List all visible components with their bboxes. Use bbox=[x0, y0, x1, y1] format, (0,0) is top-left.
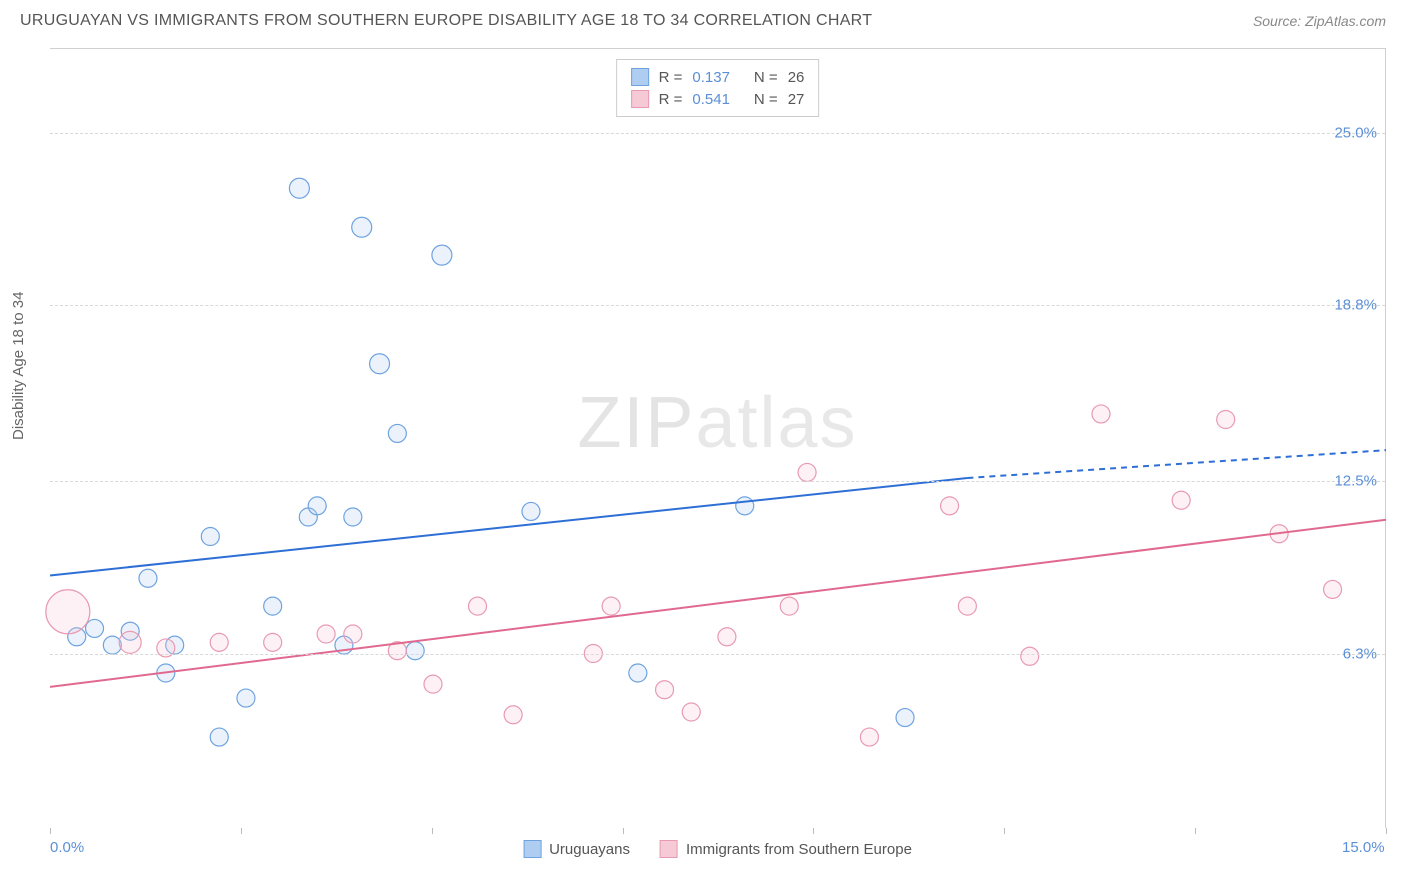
data-point bbox=[370, 354, 390, 374]
data-point bbox=[264, 597, 282, 615]
data-point bbox=[656, 681, 674, 699]
legend-item: Immigrants from Southern Europe bbox=[660, 840, 912, 858]
gridline bbox=[50, 133, 1385, 134]
correlation-row: R = 0.541 N = 27 bbox=[631, 88, 805, 110]
r-label: R = bbox=[659, 91, 683, 108]
correlation-box: R = 0.137 N = 26 R = 0.541 N = 27 bbox=[616, 59, 820, 117]
x-tick bbox=[1386, 828, 1387, 834]
x-tick-label: 15.0% bbox=[1342, 839, 1385, 856]
trend-line-extrapolated bbox=[967, 450, 1386, 478]
chart-title: URUGUAYAN VS IMMIGRANTS FROM SOUTHERN EU… bbox=[20, 12, 872, 30]
x-tick bbox=[241, 828, 242, 834]
scatter-plot-svg bbox=[50, 49, 1386, 829]
x-tick bbox=[1004, 828, 1005, 834]
series-swatch bbox=[631, 68, 649, 86]
data-point bbox=[210, 728, 228, 746]
data-point bbox=[736, 497, 754, 515]
y-tick-label: 6.3% bbox=[1343, 645, 1377, 662]
x-tick bbox=[1195, 828, 1196, 834]
data-point bbox=[1217, 411, 1235, 429]
series-swatch bbox=[660, 840, 678, 858]
y-tick-label: 18.8% bbox=[1334, 297, 1377, 314]
data-point bbox=[1324, 580, 1342, 598]
data-point bbox=[264, 633, 282, 651]
data-point bbox=[46, 590, 90, 634]
data-point bbox=[237, 689, 255, 707]
data-point bbox=[406, 642, 424, 660]
data-point bbox=[103, 636, 121, 654]
data-point bbox=[1021, 647, 1039, 665]
r-value: 0.137 bbox=[692, 69, 730, 86]
data-point bbox=[210, 633, 228, 651]
gridline bbox=[50, 305, 1385, 306]
data-point bbox=[718, 628, 736, 646]
chart-plot-area: ZIPatlas R = 0.137 N = 26 R = 0.541 N = … bbox=[50, 48, 1386, 828]
data-point bbox=[958, 597, 976, 615]
x-tick bbox=[50, 828, 51, 834]
x-tick-label: 0.0% bbox=[50, 839, 84, 856]
legend: Uruguayans Immigrants from Southern Euro… bbox=[523, 840, 912, 858]
data-point bbox=[201, 528, 219, 546]
correlation-row: R = 0.137 N = 26 bbox=[631, 66, 805, 88]
data-point bbox=[119, 631, 141, 653]
x-tick bbox=[432, 828, 433, 834]
data-point bbox=[1172, 491, 1190, 509]
legend-item: Uruguayans bbox=[523, 840, 630, 858]
data-point bbox=[682, 703, 700, 721]
data-point bbox=[896, 709, 914, 727]
r-label: R = bbox=[659, 69, 683, 86]
x-tick bbox=[813, 828, 814, 834]
y-tick-label: 12.5% bbox=[1334, 472, 1377, 489]
y-axis-label: Disability Age 18 to 34 bbox=[10, 292, 27, 440]
data-point bbox=[798, 463, 816, 481]
y-tick-label: 25.0% bbox=[1334, 124, 1377, 141]
data-point bbox=[344, 625, 362, 643]
data-point bbox=[860, 728, 878, 746]
data-point bbox=[308, 497, 326, 515]
data-point bbox=[504, 706, 522, 724]
n-value: 26 bbox=[788, 69, 805, 86]
data-point bbox=[289, 178, 309, 198]
data-point bbox=[139, 569, 157, 587]
n-value: 27 bbox=[788, 91, 805, 108]
n-label: N = bbox=[754, 69, 778, 86]
source-label: Source: ZipAtlas.com bbox=[1253, 13, 1386, 29]
data-point bbox=[86, 619, 104, 637]
data-point bbox=[317, 625, 335, 643]
series-swatch bbox=[631, 90, 649, 108]
data-point bbox=[522, 502, 540, 520]
legend-label: Immigrants from Southern Europe bbox=[686, 841, 912, 858]
data-point bbox=[780, 597, 798, 615]
data-point bbox=[629, 664, 647, 682]
r-value: 0.541 bbox=[692, 91, 730, 108]
data-point bbox=[941, 497, 959, 515]
trend-line bbox=[50, 520, 1386, 687]
data-point bbox=[388, 424, 406, 442]
data-point bbox=[424, 675, 442, 693]
n-label: N = bbox=[754, 91, 778, 108]
data-point bbox=[602, 597, 620, 615]
data-point bbox=[432, 245, 452, 265]
x-tick bbox=[623, 828, 624, 834]
data-point bbox=[344, 508, 362, 526]
gridline bbox=[50, 654, 1385, 655]
legend-label: Uruguayans bbox=[549, 841, 630, 858]
data-point bbox=[1092, 405, 1110, 423]
data-point bbox=[352, 217, 372, 237]
data-point bbox=[469, 597, 487, 615]
gridline bbox=[50, 481, 1385, 482]
trend-line bbox=[50, 478, 967, 576]
series-swatch bbox=[523, 840, 541, 858]
